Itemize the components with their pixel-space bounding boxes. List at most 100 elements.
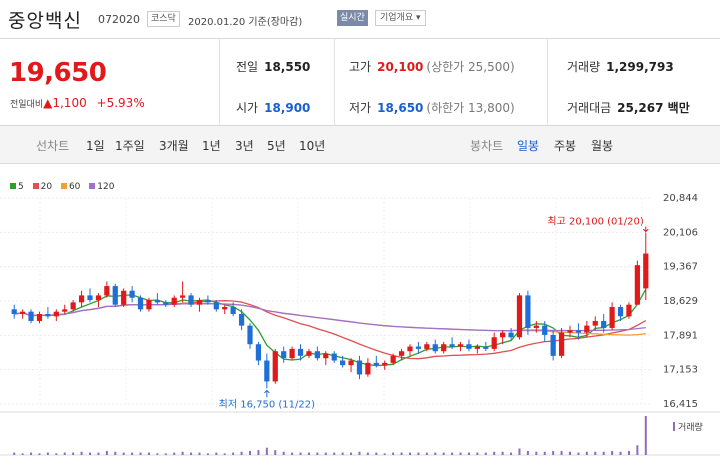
line-chart-label[interactable]: 선차트 [36, 139, 70, 153]
volume-bar [425, 452, 428, 455]
volume-value: 1,299,793 [606, 60, 674, 74]
candle-body [575, 330, 582, 333]
high-label: 고가 [349, 60, 372, 74]
y-tick-label: 16,415 [663, 399, 698, 410]
candle-body [264, 360, 270, 382]
volume-bar [307, 452, 310, 455]
volume-bar [324, 452, 327, 455]
candle-body [609, 307, 615, 328]
volume-bar [535, 451, 538, 455]
candle-body [70, 302, 76, 310]
candle-body [306, 351, 312, 356]
candle-body [112, 286, 118, 305]
candle-body [550, 334, 556, 356]
candle-chart-label[interactable]: 봉차트 [470, 139, 504, 153]
ma-line-120 [14, 302, 646, 332]
candle-body [617, 307, 624, 317]
candle-body [53, 311, 59, 317]
volume-bar [198, 452, 201, 455]
volume-bar [484, 452, 487, 455]
high-annotation: 최고 20,100 (01/20) [547, 216, 643, 228]
legend-swatch [89, 183, 96, 189]
candle-body [584, 325, 590, 333]
candle-body [457, 344, 464, 347]
volume-bar [63, 452, 66, 455]
tab-3y[interactable]: 3년 [235, 139, 254, 153]
volume-bar [451, 452, 454, 455]
candle-body [188, 295, 194, 305]
open-cell: 시가 18,900 [236, 99, 310, 116]
volume-bar [80, 451, 83, 455]
candle-body [373, 362, 379, 366]
candle-body [238, 314, 245, 326]
candle-body [289, 348, 295, 359]
candle-body [323, 353, 329, 359]
candle-body [643, 253, 649, 289]
candle-body [255, 344, 262, 361]
volume-bar [526, 450, 529, 455]
volume-bar [105, 450, 108, 455]
realtime-button[interactable]: 실시간 [337, 10, 368, 26]
low-label: 저가 [349, 101, 372, 115]
volume-bar [265, 447, 268, 455]
candle-body [634, 265, 640, 305]
up-arrow-icon: ▲ [43, 96, 53, 110]
volume-bar [602, 451, 605, 455]
volume-bar [467, 452, 470, 455]
y-tick-label: 17,153 [663, 365, 698, 376]
low-value: 18,650 [377, 101, 424, 115]
volume-bar [190, 452, 193, 455]
candle-body [331, 353, 337, 361]
open-label: 시가 [236, 101, 259, 115]
candle-body [415, 346, 422, 349]
candle-body [146, 300, 152, 310]
tab-monthly[interactable]: 월봉 [591, 139, 614, 153]
volume-bar [223, 453, 226, 455]
volume-bar [358, 451, 361, 455]
volume-bar [569, 451, 571, 455]
ma-line-5 [14, 288, 647, 367]
tab-1d[interactable]: 1일 [86, 139, 105, 153]
volume-bar [164, 453, 167, 455]
low-annotation: 최저 16,750 (11/22) [219, 398, 315, 410]
candle-body [500, 332, 506, 338]
volume-bar [501, 451, 504, 455]
tab-10y[interactable]: 10년 [299, 139, 326, 153]
volume-bar [644, 416, 647, 455]
volume-bar [383, 453, 386, 455]
volume-bar [636, 445, 639, 455]
candle-body [11, 309, 17, 314]
legend-label: 120 [97, 182, 115, 192]
candle-body [281, 351, 287, 359]
tab-5y[interactable]: 5년 [267, 139, 286, 153]
volume-bar [510, 452, 513, 455]
change-percent: +5.93% [96, 96, 145, 110]
candle-body [247, 325, 253, 345]
volume-bar [156, 453, 159, 455]
candle-body [45, 314, 51, 317]
volume-bar [274, 450, 277, 455]
legend-ma20: 20 [32, 182, 52, 192]
tab-1w[interactable]: 1주일 [115, 139, 145, 153]
volume-bar [493, 451, 496, 455]
volume-bar [21, 453, 24, 455]
volume-bar [97, 452, 100, 455]
prev-close-value: 18,550 [264, 60, 311, 74]
stock-header: 중앙백신 072020 코스닥 2020.01.20 기준(장마감) 실시간 기… [0, 0, 720, 38]
candlestick-chart: 20,844 20,106 19,367 18,629 17,891 17,153 16,4… [0, 193, 720, 456]
volume-bar [552, 450, 555, 455]
company-info-dropdown[interactable]: 기업개요 ▾ [375, 10, 426, 26]
volume-bar [215, 452, 218, 455]
tab-3m[interactable]: 3개월 [159, 139, 189, 153]
candle-body [525, 295, 531, 328]
tab-1y[interactable]: 1년 [202, 139, 221, 153]
high-arrow-icon [642, 226, 649, 233]
tab-weekly[interactable]: 주봉 [554, 139, 577, 153]
volume-bar [299, 452, 302, 455]
volume-legend: 거래량 [673, 420, 703, 433]
candle-body [348, 360, 354, 366]
tab-daily[interactable]: 일봉 [517, 139, 540, 153]
y-tick-label: 20,844 [663, 193, 698, 204]
volume-bar [291, 452, 294, 455]
volume-bar [400, 452, 403, 455]
